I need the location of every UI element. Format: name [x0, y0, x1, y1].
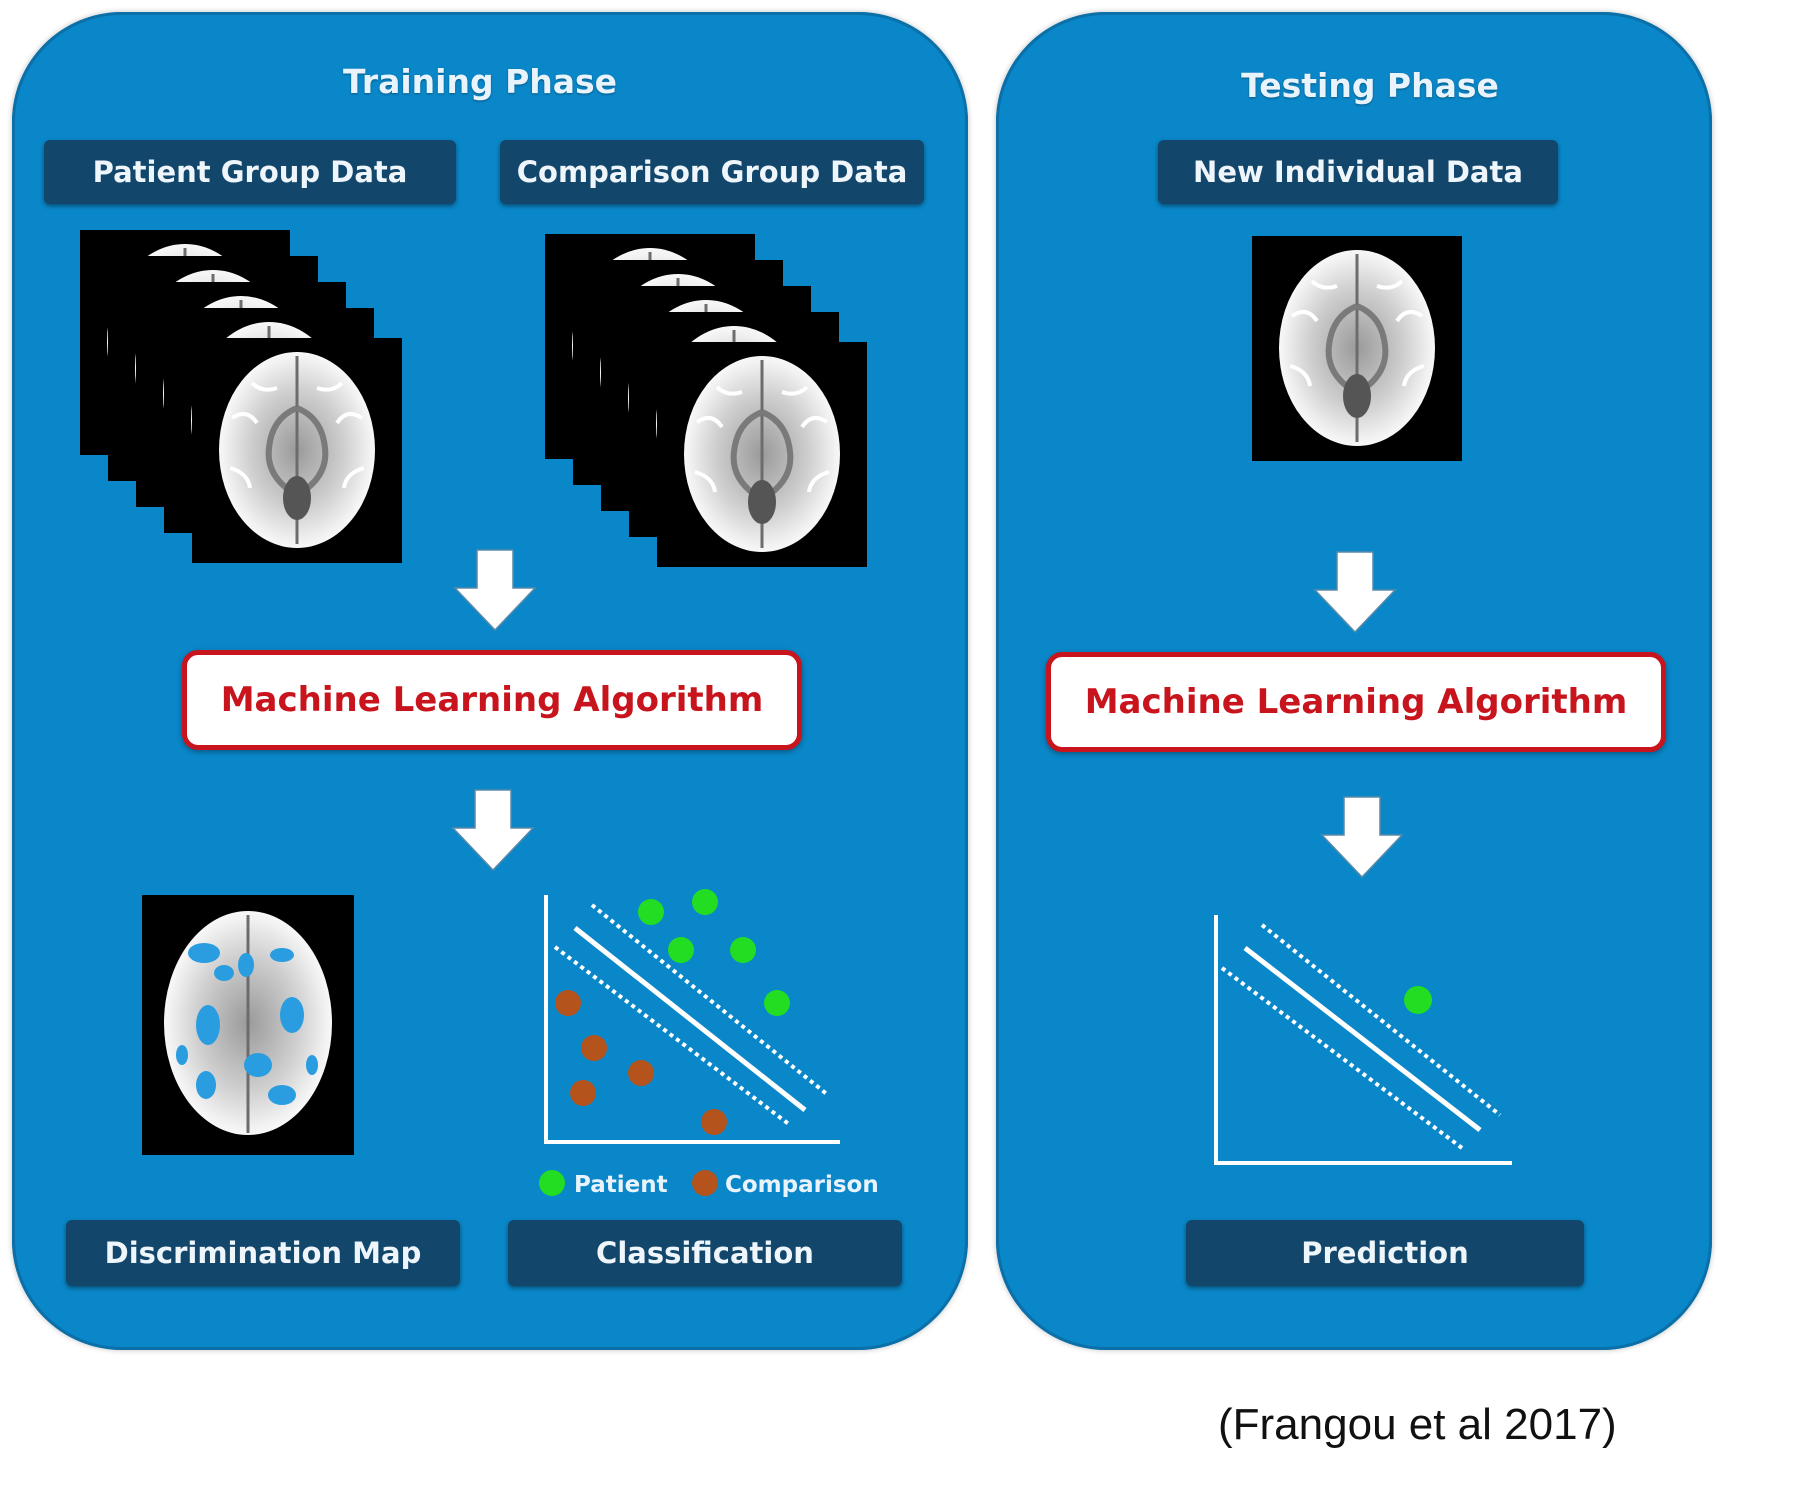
prediction-plot: [1214, 915, 1512, 1165]
discrimination-map-image: [142, 895, 354, 1155]
brain-scan-icon: [192, 338, 402, 563]
citation: (Frangou et al 2017): [1218, 1400, 1617, 1449]
plot-axes: [1214, 915, 1512, 1165]
legend-comparison-label: Comparison: [725, 1172, 879, 1198]
patient-point: [638, 899, 664, 925]
down-arrow-icon: [452, 789, 534, 871]
testing-phase-title: Testing Phase: [1241, 66, 1499, 105]
legend-patient-label: Patient: [574, 1172, 668, 1198]
margin-line: [590, 903, 830, 1097]
training-phase-title: Training Phase: [342, 62, 618, 101]
new-individual-data-label: New Individual Data: [1158, 140, 1558, 204]
new-individual-point: [1404, 986, 1432, 1014]
plot-axes: [544, 895, 840, 1144]
comparison-group-data-label: Comparison Group Data: [500, 140, 924, 204]
decision-boundary-line: [1243, 946, 1482, 1132]
comparison-point: [555, 990, 581, 1016]
down-arrow-icon: [1321, 796, 1403, 878]
prediction-label: Prediction: [1186, 1220, 1584, 1286]
down-arrow-icon: [1314, 551, 1396, 633]
new-individual-brain-icon: [1252, 236, 1462, 461]
margin-line: [1260, 923, 1502, 1117]
down-arrow-icon: [454, 549, 536, 631]
legend-patient-swatch: [539, 1170, 565, 1196]
comparison-point: [581, 1035, 607, 1061]
legend-comparison-swatch: [692, 1170, 718, 1196]
patient-point: [764, 990, 790, 1016]
discrimination-map-label: Discrimination Map: [66, 1220, 460, 1286]
margin-line: [553, 945, 792, 1127]
patient-point: [668, 937, 694, 963]
classification-label: Classification: [508, 1220, 902, 1286]
patient-point: [692, 889, 718, 915]
comparison-brain-stack: [545, 234, 867, 567]
comparison-point: [701, 1109, 727, 1135]
patient-brain-stack: [80, 230, 402, 563]
decision-boundary-line: [573, 926, 807, 1112]
classification-plot: Patient Comparison: [539, 889, 879, 1198]
training-algorithm-box: Machine Learning Algorithm: [182, 650, 802, 750]
comparison-point: [570, 1080, 596, 1106]
patient-group-data-label: Patient Group Data: [44, 140, 456, 204]
patient-point: [730, 937, 756, 963]
brain-scan-icon: [657, 342, 867, 567]
margin-line: [1220, 966, 1464, 1150]
comparison-point: [628, 1060, 654, 1086]
testing-algorithm-box: Machine Learning Algorithm: [1046, 652, 1666, 752]
